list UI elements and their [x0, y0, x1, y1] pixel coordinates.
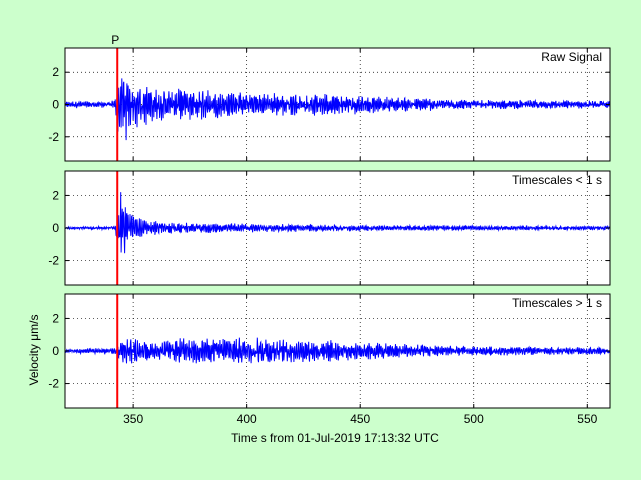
y-tick-label: 0	[52, 221, 59, 235]
y-tick-label: 2	[52, 311, 59, 325]
y-axis-label: Velocity μm/s	[27, 315, 41, 386]
x-tick-label: 550	[577, 412, 597, 426]
x-tick-label: 350	[123, 412, 143, 426]
y-tick-label: 2	[52, 65, 59, 79]
panel-title: Timescales < 1 s	[512, 173, 602, 187]
panel-2: -2 0 2 Timescales < 1 s	[48, 170, 611, 286]
trace-series	[65, 192, 610, 254]
x-tick-label: 400	[237, 412, 257, 426]
y-tick-label: 2	[52, 188, 59, 202]
y-tick-label: 0	[52, 98, 59, 112]
trace-series	[65, 78, 610, 141]
x-tick-label: 500	[464, 412, 484, 426]
x-axis-label: Time s from 01-Jul-2019 17:13:32 UTC	[231, 431, 439, 445]
panel-title: Timescales > 1 s	[512, 296, 602, 310]
pick-label: P	[111, 33, 119, 47]
panel-3: 350 400 450 500 550 -2 0 2 Timescales > 1 s	[48, 293, 611, 426]
x-tick-label: 450	[350, 412, 370, 426]
trace-series	[65, 337, 610, 364]
y-tick-label: -2	[48, 377, 59, 391]
panel-title: Raw Signal	[541, 50, 602, 64]
y-tick-label: -2	[48, 254, 59, 268]
y-tick-label: 0	[52, 344, 59, 358]
panel-1: P -2 0 2 Raw Signal	[48, 33, 611, 162]
y-tick-label: -2	[48, 130, 59, 144]
